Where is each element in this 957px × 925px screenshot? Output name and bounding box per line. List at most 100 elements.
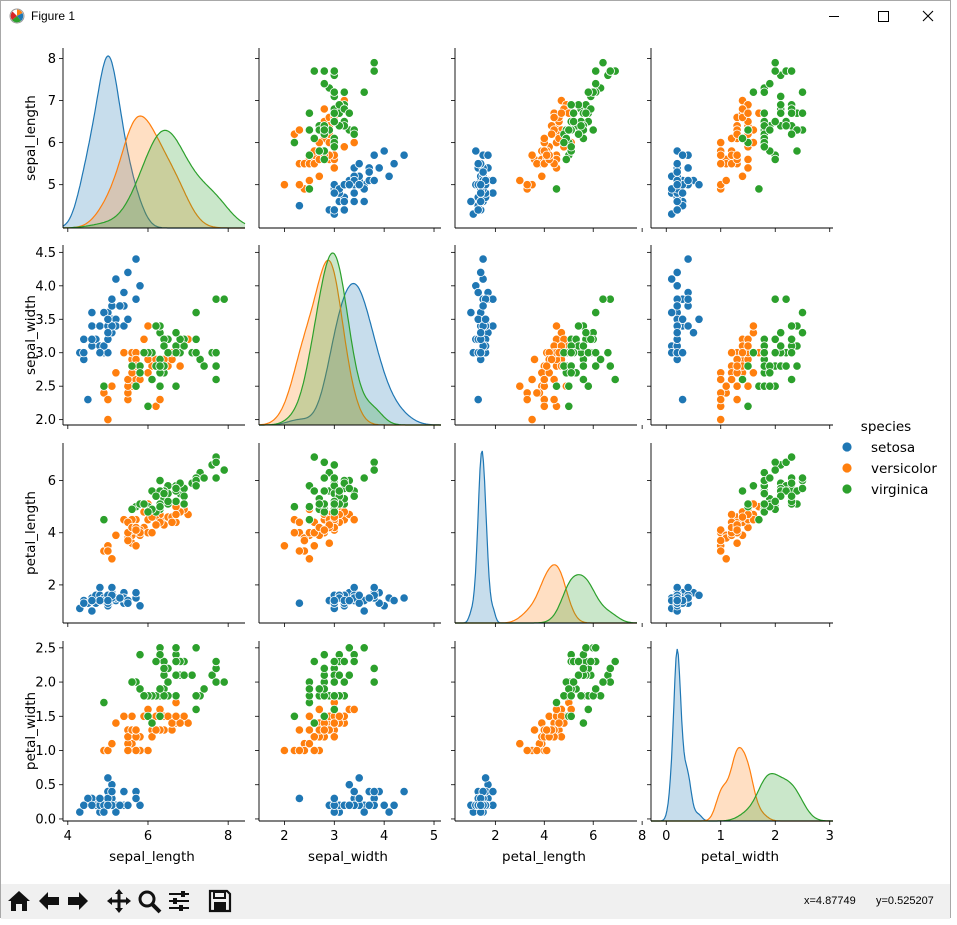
- pan-button[interactable]: [105, 887, 133, 915]
- point-virginica: [139, 499, 149, 509]
- point-virginica: [314, 684, 324, 694]
- point-virginica: [191, 481, 201, 491]
- point-virginica: [127, 361, 137, 371]
- point-virginica: [551, 697, 562, 708]
- point-setosa: [329, 188, 339, 198]
- point-virginica: [329, 473, 339, 483]
- zoom-button[interactable]: [135, 887, 163, 915]
- point-versicolor: [743, 154, 753, 164]
- point-versicolor: [527, 414, 537, 425]
- point-virginica: [171, 328, 181, 338]
- point-setosa: [131, 294, 141, 304]
- point-setosa: [374, 163, 384, 173]
- point-setosa: [135, 800, 145, 810]
- point-virginica: [583, 381, 593, 391]
- point-virginica: [195, 354, 205, 364]
- y-tick-label: 5: [48, 178, 56, 193]
- point-versicolor: [546, 354, 557, 364]
- x-tick-label: 4: [540, 829, 548, 844]
- point-virginica: [578, 663, 589, 674]
- y-axis-label-sepal_length: sepal_length: [23, 95, 39, 181]
- point-virginica: [564, 125, 574, 135]
- y-axis-label-petal_length: petal_length: [23, 491, 39, 575]
- point-setosa: [672, 281, 682, 291]
- point-virginica: [770, 465, 780, 475]
- point-virginica: [127, 504, 137, 514]
- point-virginica: [319, 154, 329, 164]
- y-tick-label: 2.0: [35, 413, 56, 428]
- point-versicolor: [726, 348, 737, 358]
- title-bar[interactable]: Figure 1: [1, 1, 950, 31]
- point-virginica: [151, 321, 161, 331]
- point-setosa: [476, 196, 486, 207]
- point-virginica: [359, 87, 369, 97]
- home-button[interactable]: [5, 887, 33, 915]
- point-versicolor: [171, 509, 181, 520]
- point-setosa: [115, 800, 125, 810]
- maximize-button[interactable]: [858, 1, 904, 31]
- matplotlib-icon: [9, 8, 25, 24]
- point-versicolor: [147, 732, 157, 742]
- point-virginica: [598, 58, 608, 68]
- point-virginica: [573, 129, 584, 139]
- point-virginica: [786, 108, 797, 118]
- subplot-sepal_width-vs-sepal_length: [75, 254, 229, 425]
- point-versicolor: [107, 381, 117, 391]
- kde-fill-versicolor: [651, 747, 833, 821]
- point-versicolor: [123, 745, 133, 756]
- point-versicolor: [329, 732, 339, 742]
- point-virginica: [304, 684, 314, 694]
- point-versicolor: [294, 725, 304, 735]
- point-virginica: [776, 328, 786, 338]
- point-setosa: [473, 394, 483, 405]
- point-versicolor: [716, 414, 726, 425]
- x-axis-label-petal_length: petal_length: [502, 849, 586, 865]
- point-virginica: [143, 711, 153, 721]
- point-virginica: [339, 677, 349, 687]
- point-virginica: [179, 341, 189, 351]
- point-versicolor: [319, 525, 329, 535]
- point-virginica: [573, 321, 584, 331]
- point-versicolor: [551, 321, 562, 331]
- point-virginica: [369, 663, 379, 674]
- point-virginica: [578, 341, 589, 351]
- point-virginica: [566, 711, 576, 721]
- point-setosa: [354, 590, 364, 600]
- point-versicolor: [175, 361, 185, 371]
- point-versicolor: [716, 546, 726, 556]
- x-axis-label-petal_width: petal_width: [701, 849, 779, 865]
- point-setosa: [119, 786, 129, 797]
- point-virginica: [191, 307, 201, 318]
- minimize-button[interactable]: [811, 1, 857, 31]
- point-virginica: [135, 650, 145, 660]
- point-virginica: [211, 473, 221, 483]
- save-button[interactable]: [206, 887, 234, 915]
- point-virginica: [159, 691, 169, 701]
- point-setosa: [389, 159, 399, 169]
- y-tick-label: 3.5: [35, 313, 56, 328]
- point-virginica: [603, 348, 613, 358]
- point-versicolor: [299, 535, 309, 546]
- point-virginica: [765, 368, 775, 378]
- point-versicolor: [279, 745, 289, 756]
- point-virginica: [797, 473, 808, 483]
- point-setosa: [480, 773, 491, 783]
- configure-subplots-button[interactable]: [165, 887, 193, 915]
- subplot-petal_length-vs-petal_width: [667, 452, 808, 616]
- point-versicolor: [716, 374, 726, 385]
- close-button[interactable]: [904, 1, 950, 31]
- point-virginica: [583, 704, 593, 715]
- back-button[interactable]: [35, 887, 63, 915]
- point-virginica: [591, 79, 601, 89]
- point-setosa: [379, 146, 389, 156]
- coord-x-readout: x=4.87749: [804, 895, 856, 907]
- point-setosa: [364, 167, 374, 177]
- forward-button[interactable]: [64, 887, 92, 915]
- point-virginica: [786, 348, 797, 358]
- subplot-petal_length-vs-petal_length: [455, 450, 637, 624]
- point-virginica: [329, 460, 339, 470]
- pairplot-figure[interactable]: 5 6 7 8 2.0 2.5 3.0 3.5 4.0 4.5 2 4 6 0.0 0.5 1.0 1.5 2.0…: [1, 31, 952, 884]
- point-setosa: [488, 786, 498, 797]
- point-versicolor: [748, 321, 759, 331]
- point-virginica: [155, 711, 165, 721]
